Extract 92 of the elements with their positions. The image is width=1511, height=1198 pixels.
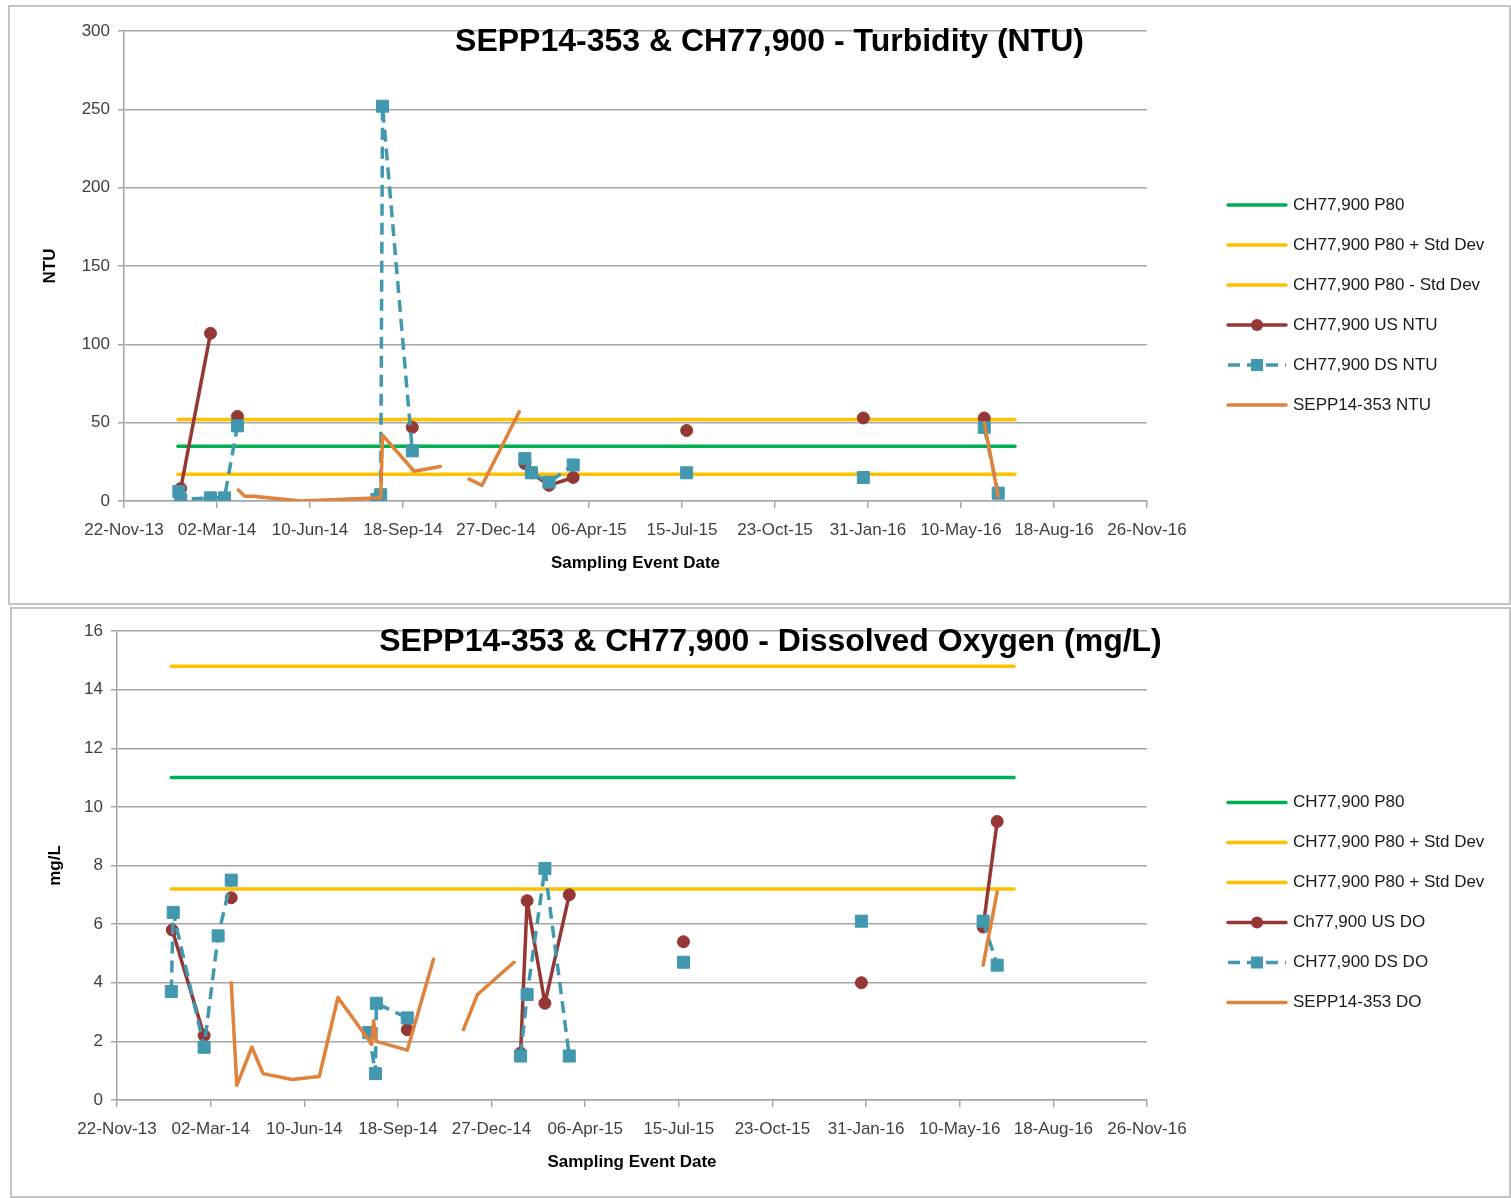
x-tick-label: 10-May-16 [919, 1118, 1001, 1138]
x-tick-label: 18-Aug-16 [1013, 1118, 1094, 1138]
x-tick-label: 15-Jul-15 [646, 519, 718, 539]
x-tick-label: 10-May-16 [920, 519, 1002, 539]
y-tick-label: 8 [93, 855, 103, 875]
y-tick-label: 12 [84, 737, 103, 757]
legend-label: SEPP14-353 DO [1293, 992, 1422, 1012]
legend-label: CH77,900 P80 + Std Dev [1293, 872, 1485, 892]
point [400, 1011, 414, 1025]
legend-label: CH77,900 DS NTU [1293, 354, 1438, 374]
y-tick-label: 0 [93, 1089, 103, 1109]
legend-label: CH77,900 P80 + Std Dev [1293, 832, 1485, 852]
point [854, 914, 868, 928]
point [520, 894, 534, 908]
point [203, 491, 217, 501]
x-tick-label: 22-Nov-13 [77, 1118, 157, 1138]
point [230, 419, 244, 433]
point [369, 996, 383, 1010]
x-tick-label: 10-Jun-14 [265, 1118, 343, 1138]
x-tick-label: 18-Sep-14 [358, 1118, 438, 1138]
point [566, 458, 580, 472]
x-tick-label: 15-Jul-15 [643, 1118, 715, 1138]
legend-label: SEPP14-353 NTU [1293, 394, 1431, 414]
x-tick-label: 02-Mar-14 [177, 519, 257, 539]
legend-label: CH77,900 P80 - Std Dev [1293, 274, 1481, 294]
point [164, 985, 178, 999]
legend-label: Ch77,900 US DO [1293, 912, 1426, 932]
y-axis-title: NTU [39, 248, 59, 284]
point [562, 1049, 576, 1063]
point [854, 976, 868, 990]
point [538, 861, 552, 875]
point [520, 987, 534, 1001]
y-tick-label: 14 [84, 679, 103, 699]
point [976, 914, 990, 928]
x-tick-label: 18-Sep-14 [363, 519, 443, 539]
y-tick-label: 6 [93, 913, 103, 933]
x-tick-label: 27-Dec-14 [451, 1118, 532, 1138]
chart-title: SEPP14-353 & CH77,900 - Dissolved Oxygen (mg/L) [379, 621, 1162, 658]
x-axis-title: Sampling Event Date [550, 553, 721, 573]
point [538, 996, 552, 1010]
y-tick-label: 10 [84, 796, 103, 816]
x-axis-title: Sampling Event Date [547, 1152, 717, 1172]
y-tick-label: 100 [81, 334, 110, 354]
point [856, 470, 870, 485]
point [217, 491, 231, 501]
x-tick-label: 31-Jan-16 [829, 519, 907, 539]
y-tick-label: 4 [93, 972, 103, 992]
point [680, 424, 694, 437]
point [990, 958, 1004, 972]
point [856, 411, 870, 425]
x-tick-label: 26-Nov-16 [1107, 519, 1187, 539]
point [224, 873, 238, 887]
x-tick-label: 18-Aug-16 [1014, 519, 1094, 539]
y-tick-label: 300 [81, 20, 110, 40]
x-tick-label: 23-Oct-15 [737, 519, 813, 539]
point [566, 471, 580, 484]
x-tick-label: 06-Apr-15 [547, 1118, 623, 1138]
point [203, 326, 217, 340]
legend-label: CH77,900 US NTU [1293, 314, 1438, 334]
y-axis-title: mg/L [44, 845, 64, 886]
legend-label: CH77,900 DS DO [1293, 952, 1429, 972]
y-tick-label: 0 [100, 490, 110, 510]
point [197, 1040, 211, 1054]
x-tick-label: 23-Oct-15 [734, 1118, 811, 1138]
x-tick-label: 31-Jan-16 [827, 1118, 905, 1138]
x-tick-label: 26-Nov-16 [1107, 1118, 1187, 1138]
chart-title: SEPP14-353 & CH77,900 - Turbidity (NTU) [455, 21, 1084, 58]
point [518, 452, 532, 466]
point [562, 888, 576, 902]
point [677, 935, 690, 949]
y-tick-label: 150 [81, 255, 110, 275]
x-tick-label: 27-Dec-14 [456, 519, 536, 539]
x-tick-label: 10-Jun-14 [271, 519, 349, 539]
x-tick-label: 06-Apr-15 [551, 519, 627, 539]
point [990, 815, 1004, 829]
y-tick-label: 2 [93, 1031, 103, 1051]
point [680, 466, 694, 480]
point [211, 929, 225, 943]
y-tick-label: 250 [81, 99, 110, 119]
x-tick-label: 22-Nov-13 [84, 519, 164, 539]
legend-label: CH77,900 P80 [1293, 792, 1405, 812]
y-tick-label: 16 [84, 620, 103, 640]
x-tick-label: 02-Mar-14 [171, 1118, 250, 1138]
point [376, 99, 390, 113]
legend-label: CH77,900 P80 [1293, 194, 1405, 214]
point [368, 1067, 382, 1081]
point [676, 955, 691, 969]
legend-label: CH77,900 P80 + Std Dev [1293, 234, 1485, 254]
point [405, 444, 419, 458]
y-tick-label: 200 [81, 177, 110, 197]
y-tick-label: 50 [91, 412, 110, 432]
point [166, 905, 180, 919]
